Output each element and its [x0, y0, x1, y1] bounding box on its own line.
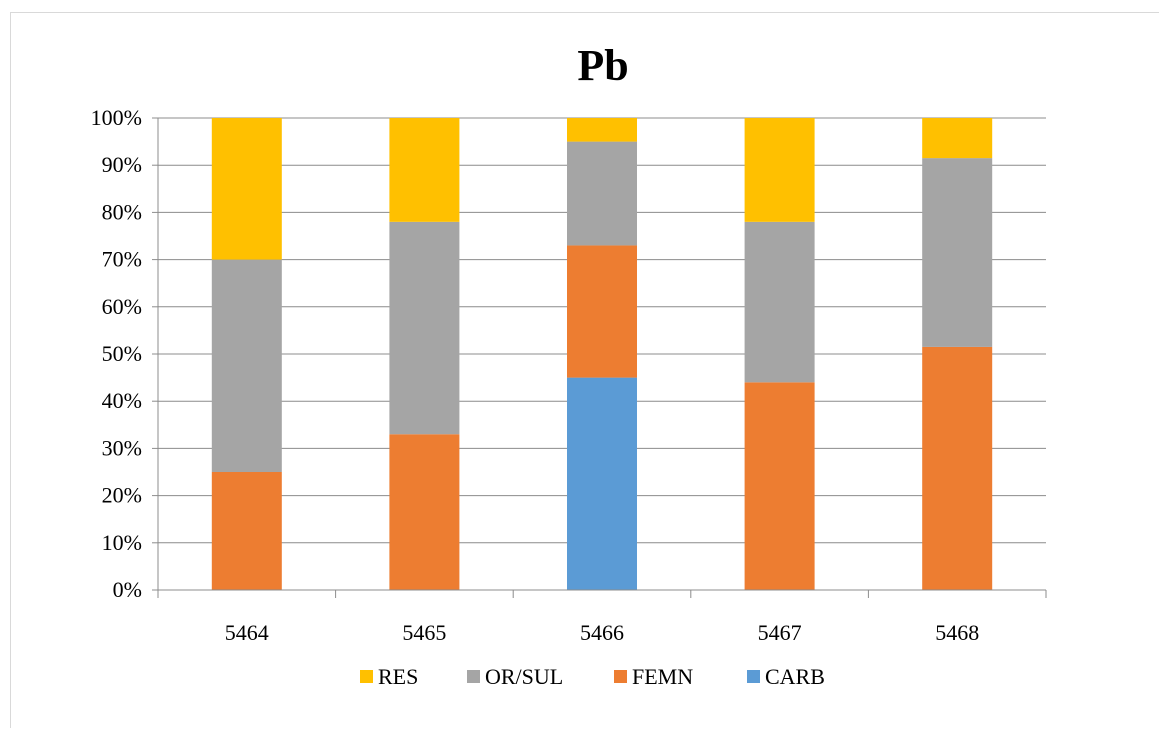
bar-segment-femn — [744, 382, 815, 590]
x-tick-label: 5465 — [402, 620, 446, 645]
bar-segment-femn — [567, 245, 637, 378]
bar-segment-femn — [389, 434, 460, 590]
y-tick-label: 30% — [102, 435, 142, 460]
x-tick-label: 5466 — [580, 620, 624, 645]
bar-segment-or-sul — [922, 158, 993, 347]
bar-segment-or-sul — [389, 221, 460, 435]
x-tick-label: 5464 — [225, 620, 269, 645]
legend-label: RES — [378, 664, 418, 689]
y-tick-label: 40% — [102, 388, 142, 413]
bar-segment-or-sul — [567, 141, 637, 246]
y-tick-label: 0% — [113, 577, 142, 602]
y-tick-labels: 0% 10% 20% 30% 40% 50% 60% 70% 80% 90% 100% — [91, 105, 142, 602]
y-tick-label: 100% — [91, 105, 142, 130]
bar-segment-or-sul — [211, 259, 282, 472]
bars — [211, 118, 993, 590]
legend-swatch — [614, 670, 627, 683]
legend-label: FEMN — [632, 664, 693, 689]
axes — [152, 117, 1047, 598]
x-tick-label: 5468 — [935, 620, 979, 645]
bar-segment-res — [744, 118, 815, 222]
legend-swatch — [747, 670, 760, 683]
y-tick-label: 60% — [102, 294, 142, 319]
legend-label: OR/SUL — [485, 664, 563, 689]
bar-segment-res — [567, 118, 637, 142]
legend-swatch — [467, 670, 480, 683]
bar-segment-femn — [211, 472, 282, 590]
y-tick-label: 70% — [102, 247, 142, 272]
bar-segment-res — [389, 118, 460, 222]
bar-segment-res — [211, 118, 282, 260]
legend-label: CARB — [765, 664, 825, 689]
x-tick-labels: 5464 5465 5466 5467 5468 — [225, 620, 979, 645]
y-tick-label: 50% — [102, 341, 142, 366]
bar-segment-res — [922, 118, 993, 159]
bar-segment-carb — [567, 377, 637, 590]
bar-segment-femn — [922, 346, 993, 590]
chart-title: Pb — [577, 41, 628, 90]
y-tick-label: 20% — [102, 483, 142, 508]
bar-segment-or-sul — [744, 221, 815, 383]
legend: RES OR/SUL FEMN CARB — [360, 664, 825, 689]
y-tick-label: 10% — [102, 530, 142, 555]
y-tick-label: 90% — [102, 152, 142, 177]
chart-frame — [10, 12, 1159, 728]
y-tick-label: 80% — [102, 199, 142, 224]
x-tick-label: 5467 — [758, 620, 802, 645]
legend-swatch — [360, 670, 373, 683]
